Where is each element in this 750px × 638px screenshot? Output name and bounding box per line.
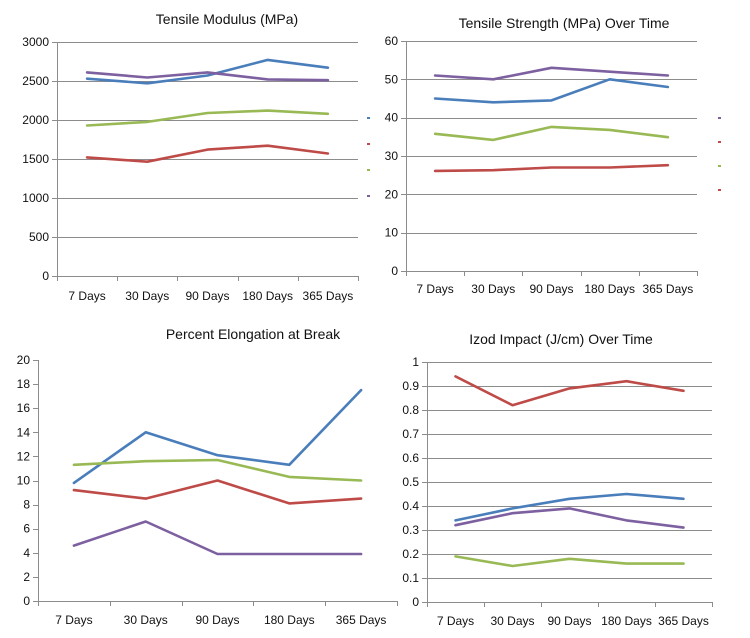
y-tick-label: 1 — [412, 355, 419, 369]
y-tick-label: 0.5 — [402, 475, 419, 489]
y-tick-label: 0 — [23, 594, 30, 608]
series-line-purple — [85, 71, 330, 82]
x-tick-label: 90 Days — [529, 282, 573, 296]
x-tick-label: 7 Days — [68, 289, 105, 303]
y-tick-label: 0.6 — [402, 451, 419, 465]
y-tick-label: 0 — [412, 595, 419, 609]
y-tick-label: 2 — [23, 570, 30, 584]
y-tick-label: 2000 — [22, 113, 49, 127]
x-tick-label: 7 Days — [416, 282, 453, 296]
y-tick-label: 40 — [385, 111, 399, 125]
y-tick-label: 60 — [385, 34, 399, 48]
series-line-red — [72, 479, 363, 505]
x-tick-label: 7 Days — [55, 613, 92, 627]
x-tick-label: 30 Days — [471, 282, 515, 296]
y-tick-label: 8 — [23, 498, 30, 512]
y-tick-label: 0 — [42, 269, 49, 283]
chart-title: Percent Elongation at Break — [166, 326, 341, 342]
x-tick-label: 180 Days — [601, 614, 652, 628]
y-tick-label: 16 — [17, 401, 31, 415]
x-tick-label: 30 Days — [490, 614, 534, 628]
y-tick-label: 0.1 — [402, 571, 419, 585]
y-tick-label: 3000 — [22, 35, 49, 49]
series-line-red — [85, 144, 330, 163]
y-tick-label: 0 — [391, 264, 398, 278]
y-tick-label: 20 — [17, 353, 31, 367]
series-line-red — [433, 163, 670, 173]
y-tick-label: 1000 — [22, 191, 49, 205]
y-tick-label: 10 — [17, 474, 31, 488]
chart-title: Tensile Strength (MPa) Over Time — [459, 15, 670, 31]
y-tick-label: 0.8 — [402, 403, 419, 417]
y-tick-label: 30 — [385, 149, 399, 163]
x-tick-label: 180 Days — [264, 613, 315, 627]
y-tick-label: 18 — [17, 377, 31, 391]
izod-impact-chart: Izod Impact (J/cm) Over Time 0 0.1 0.2 0.3 0… — [402, 331, 713, 628]
series-line-blue — [85, 58, 330, 85]
x-tick-label: 180 Days — [584, 282, 635, 296]
x-tick-label: 180 Days — [242, 289, 293, 303]
y-tick-label: 2500 — [22, 74, 49, 88]
y-tick-label: 12 — [17, 449, 31, 463]
chart-title: Tensile Modulus (MPa) — [156, 11, 298, 27]
series-line-green — [72, 458, 363, 482]
series-line-purple — [72, 520, 363, 556]
y-tick-label: 10 — [385, 226, 399, 240]
y-tick-label: 14 — [17, 425, 31, 439]
y-tick-label: 500 — [29, 230, 49, 244]
chart-title: Izod Impact (J/cm) Over Time — [469, 331, 653, 347]
y-tick-label: 0.3 — [402, 523, 419, 537]
x-tick-label: 7 Days — [437, 614, 474, 628]
x-tick-label: 30 Days — [125, 289, 169, 303]
series-line-purple — [454, 507, 685, 529]
y-tick-label: 4 — [23, 546, 30, 560]
x-tick-label: 90 Days — [195, 613, 239, 627]
series-line-green — [85, 109, 330, 127]
series-line-green — [433, 125, 670, 142]
x-tick-label: 90 Days — [185, 289, 229, 303]
y-tick-label: 0.7 — [402, 427, 419, 441]
x-tick-label: 365 Days — [336, 613, 387, 627]
x-tick-label: 30 Days — [124, 613, 168, 627]
series-line-purple — [433, 66, 670, 81]
y-tick-label: 6 — [23, 522, 30, 536]
series-line-red — [454, 375, 685, 407]
x-tick-label: 90 Days — [547, 614, 591, 628]
x-tick-label: 365 Days — [658, 614, 709, 628]
y-tick-label: 1500 — [22, 152, 49, 166]
y-tick-label: 0.9 — [402, 379, 419, 393]
tensile-strength-chart: Tensile Strength (MPa) Over Time 0 10 20 30… — [385, 15, 721, 296]
series-line-blue — [454, 492, 685, 522]
series-line-blue — [72, 388, 363, 485]
y-tick-label: 0.2 — [402, 547, 419, 561]
percent-elongation-chart: Percent Elongation at Break 0 2 4 6 8 10 12 14 1… — [17, 326, 398, 627]
series-line-green — [454, 555, 685, 568]
y-tick-label: 0.4 — [402, 499, 419, 513]
y-tick-label: 20 — [385, 187, 399, 201]
y-tick-label: 50 — [385, 72, 399, 86]
tensile-modulus-chart: Tensile Modulus (MPa) 0 500 1000 1500 2000 25… — [22, 11, 370, 303]
x-tick-label: 365 Days — [643, 282, 694, 296]
series-line-blue — [433, 78, 670, 104]
x-tick-label: 365 Days — [303, 289, 354, 303]
